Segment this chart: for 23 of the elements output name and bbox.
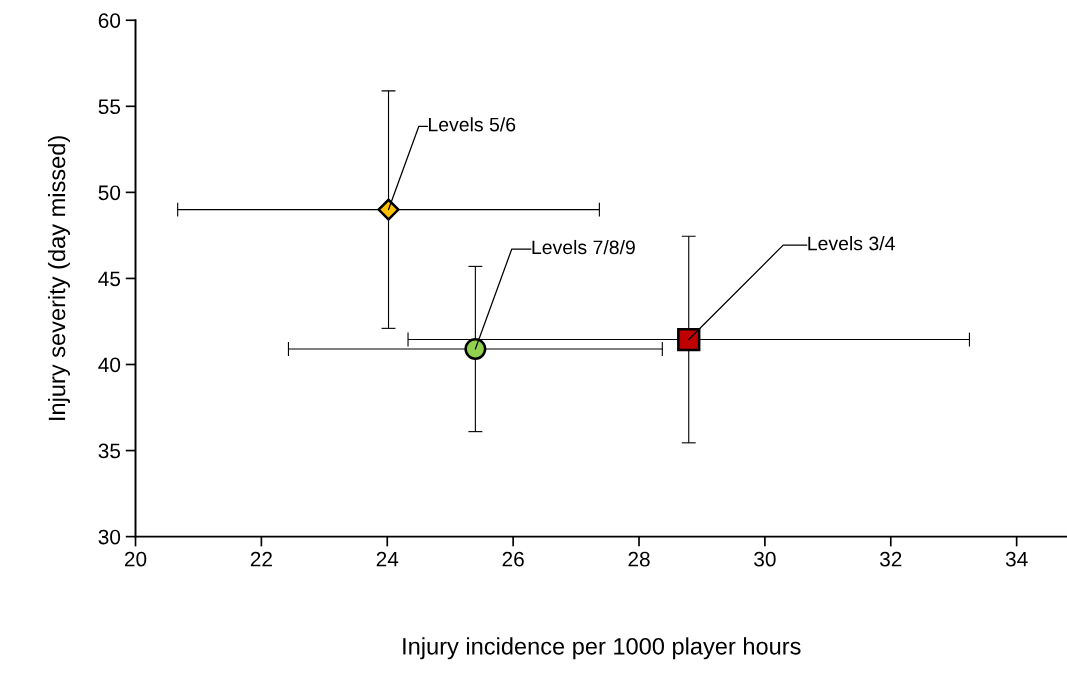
x-tick-label: 22: [250, 551, 272, 567]
x-tick-label: 34: [1005, 551, 1028, 567]
annotation: Levels 5/6: [429, 117, 516, 132]
y-tick-label: 60: [98, 13, 121, 28]
y-axis-title: Injury severity (day missed): [47, 136, 70, 420]
point: [677, 327, 701, 352]
y-tick-label: 40: [98, 357, 121, 373]
x-tick-label: 20: [124, 551, 147, 567]
annotation: Levels 3/4: [808, 236, 895, 251]
x-tick-label: 24: [376, 551, 399, 567]
y-tick-label: 35: [98, 443, 121, 459]
x-tick-label: 28: [628, 551, 650, 567]
x-tick-label: 30: [754, 551, 776, 567]
y-tick-label: 30: [98, 529, 121, 545]
x-tick-label: 32: [879, 551, 902, 567]
point: [377, 198, 400, 221]
x-axis-title: Injury incidence per 1000 player hours: [403, 637, 801, 660]
y-tick-label: 45: [98, 271, 121, 287]
point: [464, 338, 487, 360]
y-tick-label: 50: [98, 185, 121, 201]
x-tick-label: 26: [502, 551, 524, 567]
annotation: Levels 7/8/9: [532, 239, 635, 255]
y-tick-label: 55: [98, 99, 121, 115]
